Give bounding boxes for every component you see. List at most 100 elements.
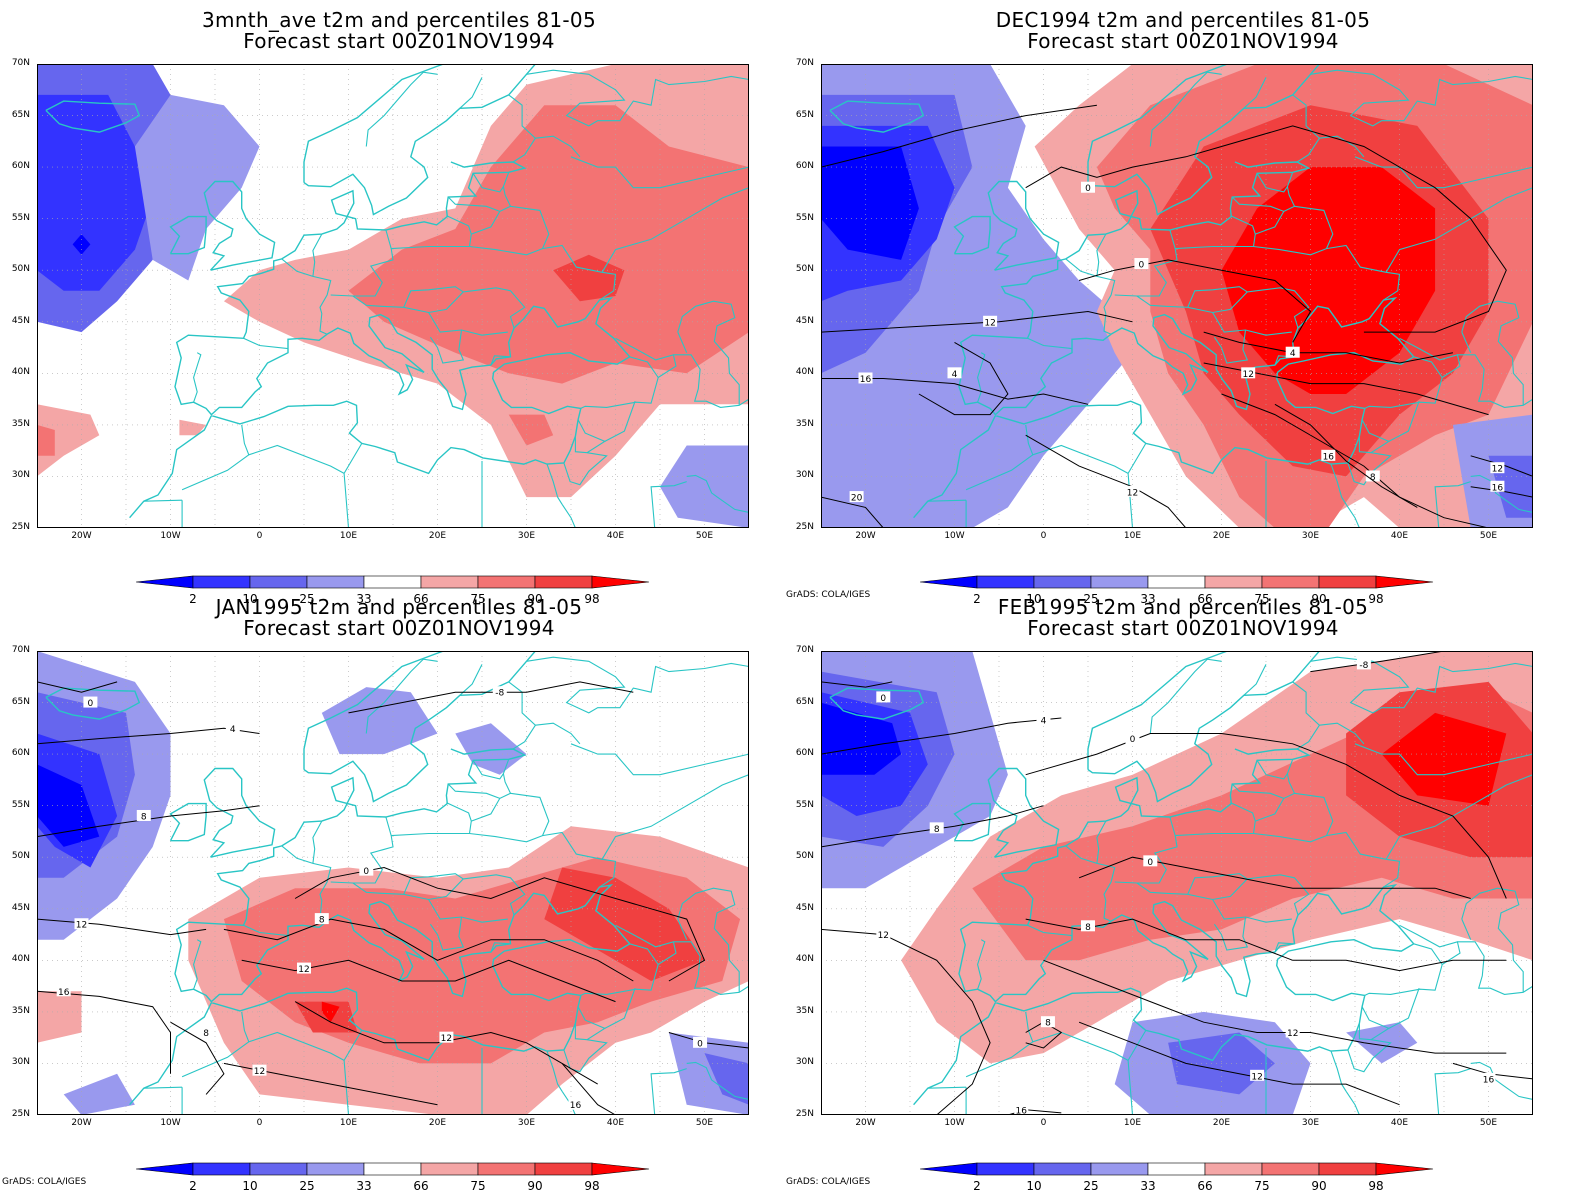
percentile-shading [321, 687, 438, 755]
country-border [570, 743, 750, 776]
country-border [1461, 300, 1524, 406]
country-border [508, 94, 537, 163]
country-border [1114, 816, 1178, 884]
country-border [472, 760, 504, 780]
country-border [1096, 820, 1107, 864]
colorbar-label: 2 [189, 1179, 197, 1193]
contour-label: 16 [1492, 483, 1504, 493]
contour-line [36, 805, 260, 838]
country-border [1310, 69, 1534, 127]
lat-label: 40N [795, 367, 814, 378]
colorbar-swatch [306, 1162, 365, 1176]
panel-subtitle: Forecast start 00Z01NOV1994 [1027, 29, 1339, 53]
lat-label: 25N [11, 522, 30, 532]
percentile-shading [37, 404, 100, 477]
country-border [391, 215, 472, 250]
colorbar-label: 25 [299, 1179, 315, 1193]
country-border [490, 355, 511, 366]
country-border [1096, 233, 1107, 277]
contour-line [170, 1021, 225, 1095]
country-border [604, 401, 636, 442]
coastline [169, 215, 207, 255]
contour-label: 8 [934, 825, 940, 835]
map-area: 4 8 12 0 0 8 12 12 8 16 16 -8 0 [820, 639, 1534, 1146]
country-border [574, 419, 606, 454]
lon-label: 0 [256, 531, 263, 541]
country-border [1364, 964, 1443, 996]
contour-label: 4 [1290, 349, 1296, 359]
contour-label: 16 [860, 375, 872, 385]
country-border [502, 759, 511, 794]
lon-label: 50E [695, 1118, 714, 1128]
percentile-shading [508, 414, 554, 446]
lat-label: 70N [11, 645, 30, 655]
contour-line [1221, 393, 1489, 529]
map-panel-3: JAN1995 t2m and percentiles 81-05 Forecas… [0, 587, 798, 1193]
country-border [1358, 1006, 1390, 1041]
colorbar-label: 33 [1140, 592, 1156, 606]
country-border [1243, 664, 1267, 696]
country-border [1310, 656, 1534, 714]
percentile-shading [821, 702, 902, 775]
lat-label: 55N [795, 212, 814, 223]
contour-label: 12 [878, 931, 889, 941]
country-border [429, 916, 465, 951]
lon-label: 30E [1301, 531, 1320, 541]
country-border [580, 964, 659, 996]
coastline [987, 767, 1060, 858]
contour-label: 12 [76, 921, 87, 931]
country-border [1149, 71, 1222, 147]
contour-label: 4 [1041, 717, 1047, 727]
country-border [181, 1041, 250, 1078]
contour-line [820, 496, 884, 529]
country-border [1256, 760, 1288, 780]
lat-label: 30N [795, 1057, 814, 1068]
country-border [447, 196, 500, 212]
colorbar-label: 75 [1254, 1179, 1270, 1193]
colorbar-label: 25 [1083, 1179, 1099, 1193]
colorbar-label: 10 [242, 1179, 258, 1193]
country-border [580, 377, 659, 409]
percentile-shading [134, 94, 260, 281]
country-border [1434, 1068, 1471, 1116]
lat-label: 25N [795, 522, 814, 532]
country-border [330, 229, 394, 297]
percentile-shading [348, 105, 749, 384]
country-border [601, 187, 750, 273]
lat-label: 35N [795, 1005, 814, 1016]
grads-credit: GrADS: COLA/IGES [786, 590, 871, 600]
contour-line [1078, 1021, 1400, 1106]
country-border [1354, 743, 1534, 776]
country-border [1187, 291, 1248, 314]
country-border [1027, 924, 1073, 937]
country-border [490, 942, 511, 953]
country-border [1461, 918, 1472, 940]
country-border [1136, 286, 1310, 329]
country-border [574, 1006, 606, 1041]
country-border [241, 424, 345, 474]
lat-label: 60N [11, 748, 30, 759]
colorbar-label: 2 [973, 1179, 981, 1193]
contour-label: 12 [984, 318, 995, 328]
contour-line [1470, 455, 1534, 477]
colorbar-label: 66 [1197, 1179, 1213, 1193]
coastline [829, 100, 925, 133]
country-border [1399, 337, 1461, 379]
country-border [677, 331, 688, 353]
country-border [1213, 329, 1249, 364]
coastline [1087, 52, 1321, 216]
country-border [1231, 196, 1284, 212]
country-border [563, 1039, 608, 1073]
colorbar-swatch [1147, 1162, 1206, 1176]
percentile-shading [37, 991, 82, 1043]
lon-label: 30E [517, 1118, 536, 1128]
country-border [1187, 878, 1248, 901]
colorbar [135, 1161, 656, 1180]
map-area: 12 16 0 0 4 12 8 16 12 4 20 12 16 [820, 52, 1534, 559]
country-border [193, 352, 202, 403]
percentile-shading [1346, 1022, 1418, 1064]
country-border [1025, 1011, 1129, 1061]
country-border [193, 939, 202, 990]
lon-label: 20E [428, 531, 447, 541]
country-border [281, 258, 332, 335]
